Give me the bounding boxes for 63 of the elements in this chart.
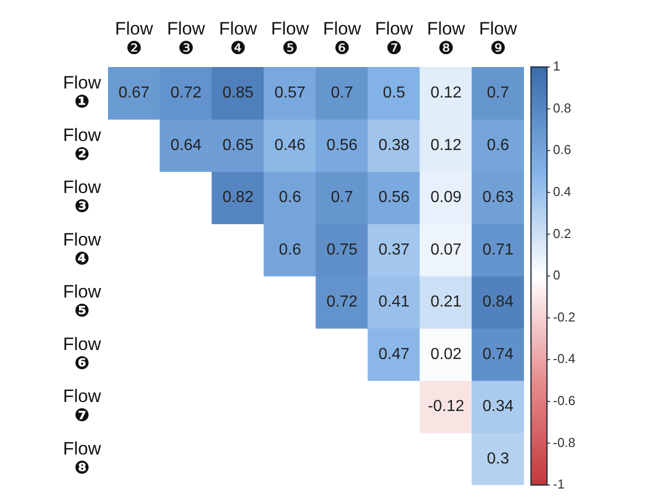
- data-label: 0.3: [486, 450, 510, 468]
- data-label: 0.67: [118, 84, 150, 102]
- data-label: 0.71: [482, 241, 514, 258]
- data-label: 0.64: [170, 136, 202, 154]
- y-tick-label: Flow ❺: [62, 282, 102, 321]
- color-bar-label: 1: [553, 58, 560, 74]
- color-bar-label: -1: [553, 476, 565, 492]
- x-tick-label: Flow ❻: [322, 18, 362, 58]
- color-bar-label: 0: [553, 268, 560, 283]
- data-label: 0.56: [378, 189, 410, 206]
- data-label: 0.57: [274, 84, 306, 102]
- data-label: 0.82: [222, 189, 254, 206]
- data-label: 0.72: [170, 84, 202, 102]
- y-tick-label: Flow ❸: [62, 177, 102, 216]
- data-label: 0.6: [278, 189, 302, 206]
- data-label: 0.12: [430, 136, 462, 154]
- data-label: 0.37: [378, 241, 410, 258]
- y-tick-label: Flow ❷: [62, 124, 102, 164]
- data-label: 0.6: [486, 136, 510, 154]
- color-bar-label: -0.8: [553, 434, 576, 450]
- x-tick-label: Flow ❾: [478, 18, 518, 58]
- y-tick-label: Flow ❶: [62, 72, 102, 112]
- x-tick-label: Flow ❸: [166, 18, 206, 58]
- data-label: 0.7: [330, 189, 354, 206]
- data-label: 0.65: [222, 136, 254, 154]
- x-tick-label: Flow ❼: [374, 18, 414, 58]
- y-tick-label: Flow ❻: [62, 334, 102, 373]
- data-label: 0.41: [378, 294, 410, 311]
- data-label: 0.63: [482, 189, 514, 206]
- data-label: 0.7: [330, 84, 354, 102]
- data-label: 0.6: [278, 241, 302, 258]
- data-label: 0.46: [274, 136, 306, 154]
- y-tick-label: Flow ❹: [62, 229, 102, 268]
- data-label: 0.09: [430, 189, 462, 206]
- data-label: 0.56: [326, 136, 358, 154]
- data-label: 0.7: [486, 84, 510, 102]
- x-tick-label: Flow ❽: [426, 18, 466, 58]
- data-label: 0.72: [326, 294, 358, 311]
- data-label: 0.07: [430, 241, 462, 258]
- data-label: 0.02: [430, 346, 462, 363]
- y-tick-label: Flow ❽: [62, 438, 102, 478]
- x-tick-label: Flow ❺: [270, 18, 310, 58]
- data-label: 0.47: [378, 346, 410, 363]
- data-label: -0.12: [428, 398, 464, 416]
- color-bar-label: -0.4: [553, 351, 576, 366]
- data-label: 0.21: [430, 294, 462, 311]
- x-tick-label: Flow ❹: [218, 18, 258, 58]
- data-label: 0.34: [482, 398, 514, 416]
- data-label: 0.12: [430, 84, 462, 102]
- color-bar-label: -0.2: [553, 309, 576, 324]
- color-bar-label: 0.8: [553, 100, 572, 116]
- color-bar-label: -0.6: [553, 392, 576, 408]
- data-label: 0.84: [482, 294, 514, 311]
- data-label: 0.74: [482, 346, 514, 363]
- color-bar-label: 0.6: [553, 142, 572, 158]
- color-bar-label: 0.2: [553, 226, 572, 241]
- y-tick-label: Flow ❼: [62, 386, 102, 426]
- color-bar-label: 0.4: [553, 184, 572, 199]
- data-label: 0.5: [382, 84, 406, 102]
- data-label: 0.75: [326, 241, 358, 258]
- data-label: 0.85: [222, 84, 254, 102]
- x-tick-label: Flow ❷: [114, 18, 154, 58]
- data-label: 0.38: [378, 136, 410, 154]
